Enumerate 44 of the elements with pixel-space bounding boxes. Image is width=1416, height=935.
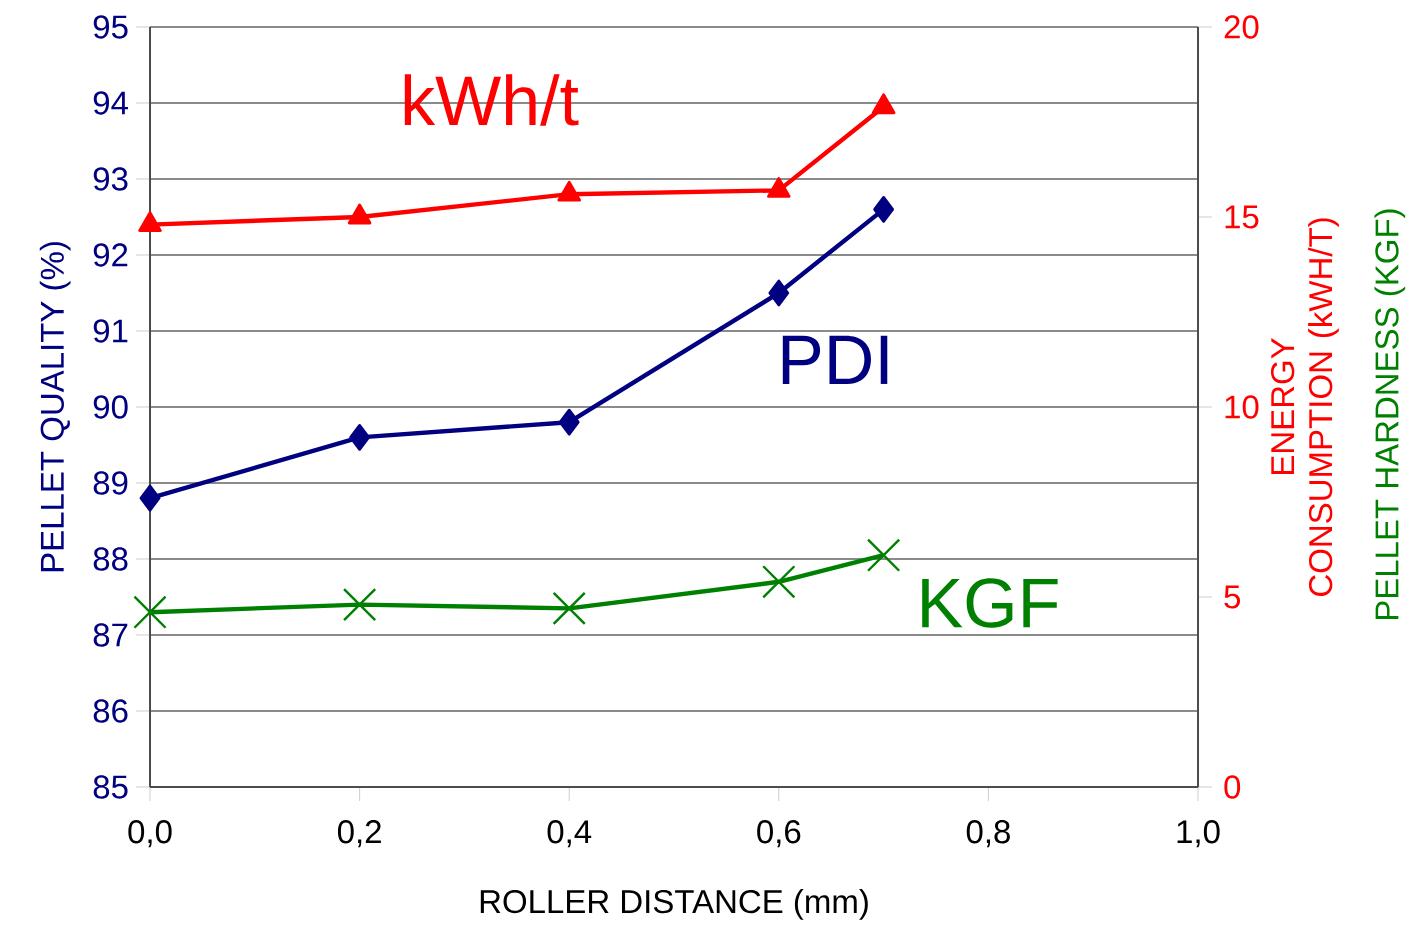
y3-axis-title: PELLET HARDNESS (KGF) [1374,209,1406,620]
point [768,279,790,307]
point [871,93,896,115]
y-tick-label: 95 [93,15,128,39]
point [866,538,901,572]
y-axis-title: PELLET QUALITY (%) [39,242,71,572]
y-tick-label: 91 [93,319,128,343]
point [762,565,796,599]
point [767,176,791,198]
x-tick-label: 0,6 [757,820,801,848]
point [349,423,371,451]
y2-tick-label: 5 [1224,585,1241,609]
point [873,195,895,223]
point [347,203,372,225]
series-label: PDI [782,335,888,384]
series-label: KGF [922,578,1058,628]
y-tick-label: 90 [93,395,128,419]
x-tick-label: 1,0 [1177,820,1220,848]
point [558,408,580,436]
x-tick-label: 0,0 [128,820,172,848]
y-tick-label: 85 [93,775,128,799]
y2-tick-label: 10 [1225,395,1259,419]
y-tick-label: 87 [93,623,128,647]
y-tick-label: 93 [93,167,128,191]
series-label: kWh/t [404,74,579,126]
point [557,180,582,202]
y2-tick-label: 0 [1224,775,1241,799]
point [133,595,167,629]
y2-axis-title: ENERGY CONSUMPTION (kWH/T) [1270,218,1339,596]
y-tick-label: 88 [93,547,128,571]
y-tick-label: 86 [93,699,128,723]
point [138,211,162,232]
x-tick-label: 0,8 [966,820,1010,848]
point [552,591,586,626]
y2-tick-label: 15 [1225,205,1259,229]
y-tick-label: 89 [93,471,128,495]
point [342,587,377,622]
y-tick-label: 92 [93,243,128,267]
y-tick-label: 94 [93,91,128,115]
point [139,484,161,512]
x-tick-label: 0,2 [337,820,381,848]
x-axis-title: ROLLER DISTANCE (mm) [480,889,868,920]
y2-tick-label: 20 [1224,15,1259,39]
x-tick-label: 0,4 [547,820,592,848]
